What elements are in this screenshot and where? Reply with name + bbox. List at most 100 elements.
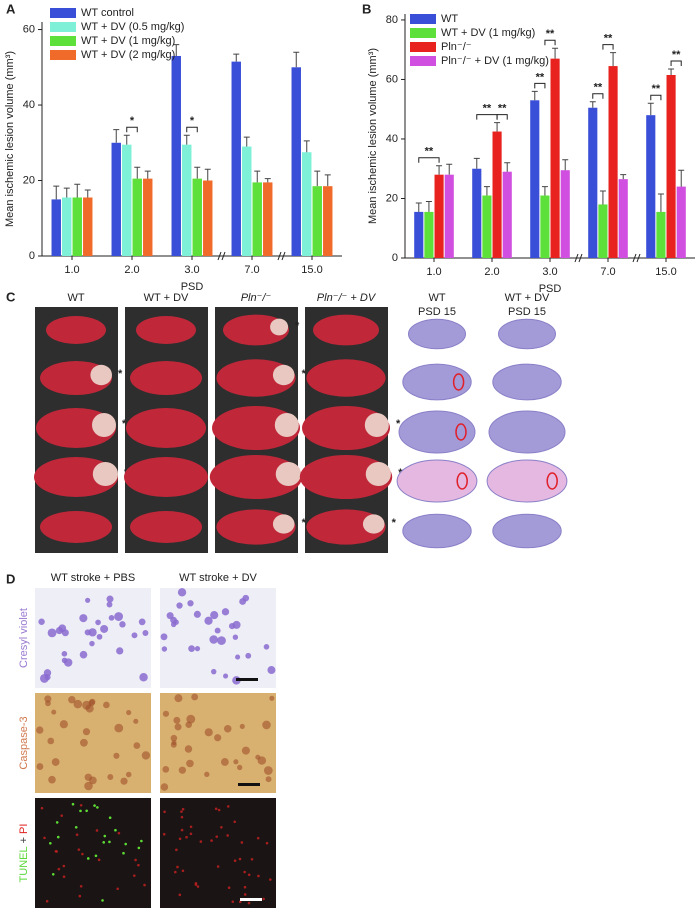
bar xyxy=(530,100,540,258)
legend-swatch xyxy=(50,22,76,32)
lesion-marker: * xyxy=(396,418,401,430)
cell xyxy=(174,723,182,731)
row-label: TUNEL + PI xyxy=(18,824,30,883)
bar xyxy=(666,75,676,258)
lesion xyxy=(90,364,112,386)
lesion-circle xyxy=(455,423,467,441)
lesion-marker: * xyxy=(118,368,123,380)
row-label: Caspase-3 xyxy=(18,716,30,769)
significance-bracket xyxy=(602,44,614,50)
cell xyxy=(257,874,260,878)
cell xyxy=(56,835,60,839)
legend-label: WT + DV (2 mg/kg) xyxy=(81,49,175,61)
y-axis-label: Mean ischemic lesion volume (mm³) xyxy=(367,48,379,224)
cell xyxy=(107,774,114,780)
cell xyxy=(238,857,242,861)
cell xyxy=(40,806,44,810)
brain-slice xyxy=(124,457,208,497)
cell xyxy=(186,714,196,724)
brain-slice xyxy=(126,408,206,448)
error-bar xyxy=(610,52,617,67)
cell xyxy=(142,630,149,636)
cell xyxy=(84,781,93,791)
bar xyxy=(231,61,241,257)
x-axis-label: PSD xyxy=(181,281,204,293)
column-header: PSD 15 xyxy=(418,306,456,318)
cell xyxy=(88,628,97,637)
significance-bracket xyxy=(650,94,662,101)
cell xyxy=(238,900,242,904)
error-bar xyxy=(194,166,201,179)
cell xyxy=(55,821,59,824)
significance-bracket xyxy=(126,126,138,133)
cell xyxy=(45,700,51,707)
column-header: WT stroke + DV xyxy=(179,572,257,584)
bar xyxy=(588,107,598,258)
legend-label: WT control xyxy=(81,7,134,19)
panel-label: D xyxy=(6,571,15,586)
cell xyxy=(139,673,148,682)
error-bar xyxy=(552,47,559,59)
cell xyxy=(214,627,221,634)
cell xyxy=(194,883,198,886)
cell xyxy=(82,728,91,736)
significance-label: ** xyxy=(594,82,603,94)
legend-swatch xyxy=(50,50,76,60)
cell xyxy=(85,597,91,603)
legend-label: Pln⁻/⁻ + DV (1 mg/kg) xyxy=(441,55,549,67)
error-bar xyxy=(173,44,180,56)
bar xyxy=(171,55,181,256)
cell xyxy=(81,852,84,856)
brain-slice xyxy=(130,361,202,395)
cell xyxy=(166,612,174,620)
cell xyxy=(160,633,168,641)
cell xyxy=(175,848,178,852)
cell xyxy=(137,846,141,850)
legend-label: WT xyxy=(441,13,458,25)
cell xyxy=(140,839,143,843)
error-bar xyxy=(144,170,151,179)
significance-label: ** xyxy=(652,83,661,95)
cell xyxy=(177,588,187,597)
significance-label: * xyxy=(130,115,135,127)
cell xyxy=(262,897,265,901)
cell xyxy=(49,842,52,845)
cell xyxy=(233,759,239,765)
error-bar xyxy=(233,53,240,62)
legend-swatch xyxy=(50,36,76,46)
cell xyxy=(226,805,230,808)
cell xyxy=(143,883,146,887)
error-bar xyxy=(562,159,569,171)
cell xyxy=(241,746,250,755)
error-bar xyxy=(473,157,480,169)
cell xyxy=(189,825,193,829)
column-header: WT xyxy=(67,292,84,304)
cell xyxy=(210,611,219,620)
significance-label: ** xyxy=(604,33,613,45)
lesion-marker: * xyxy=(392,517,397,529)
cell xyxy=(101,899,104,902)
x-tick-label: 2.0 xyxy=(124,264,139,276)
cell xyxy=(174,870,177,874)
cell xyxy=(255,754,261,760)
column-header: WT + DV xyxy=(505,292,550,304)
lesion-marker: * xyxy=(122,418,127,430)
cell xyxy=(173,716,181,724)
lesion-marker: * xyxy=(295,320,300,332)
cell xyxy=(221,608,230,616)
histology-slice xyxy=(408,318,466,350)
bar xyxy=(203,180,213,256)
cell xyxy=(62,875,66,879)
bar xyxy=(252,182,262,256)
cell xyxy=(217,636,226,645)
cell xyxy=(113,752,120,759)
cell xyxy=(231,900,235,903)
error-bar xyxy=(324,174,331,187)
cell xyxy=(247,901,251,905)
cell xyxy=(114,612,124,621)
cell xyxy=(226,834,229,837)
cell xyxy=(267,666,276,675)
cell xyxy=(133,742,141,749)
y-tick-label: 60 xyxy=(23,23,35,35)
significance-label: ** xyxy=(498,103,507,115)
